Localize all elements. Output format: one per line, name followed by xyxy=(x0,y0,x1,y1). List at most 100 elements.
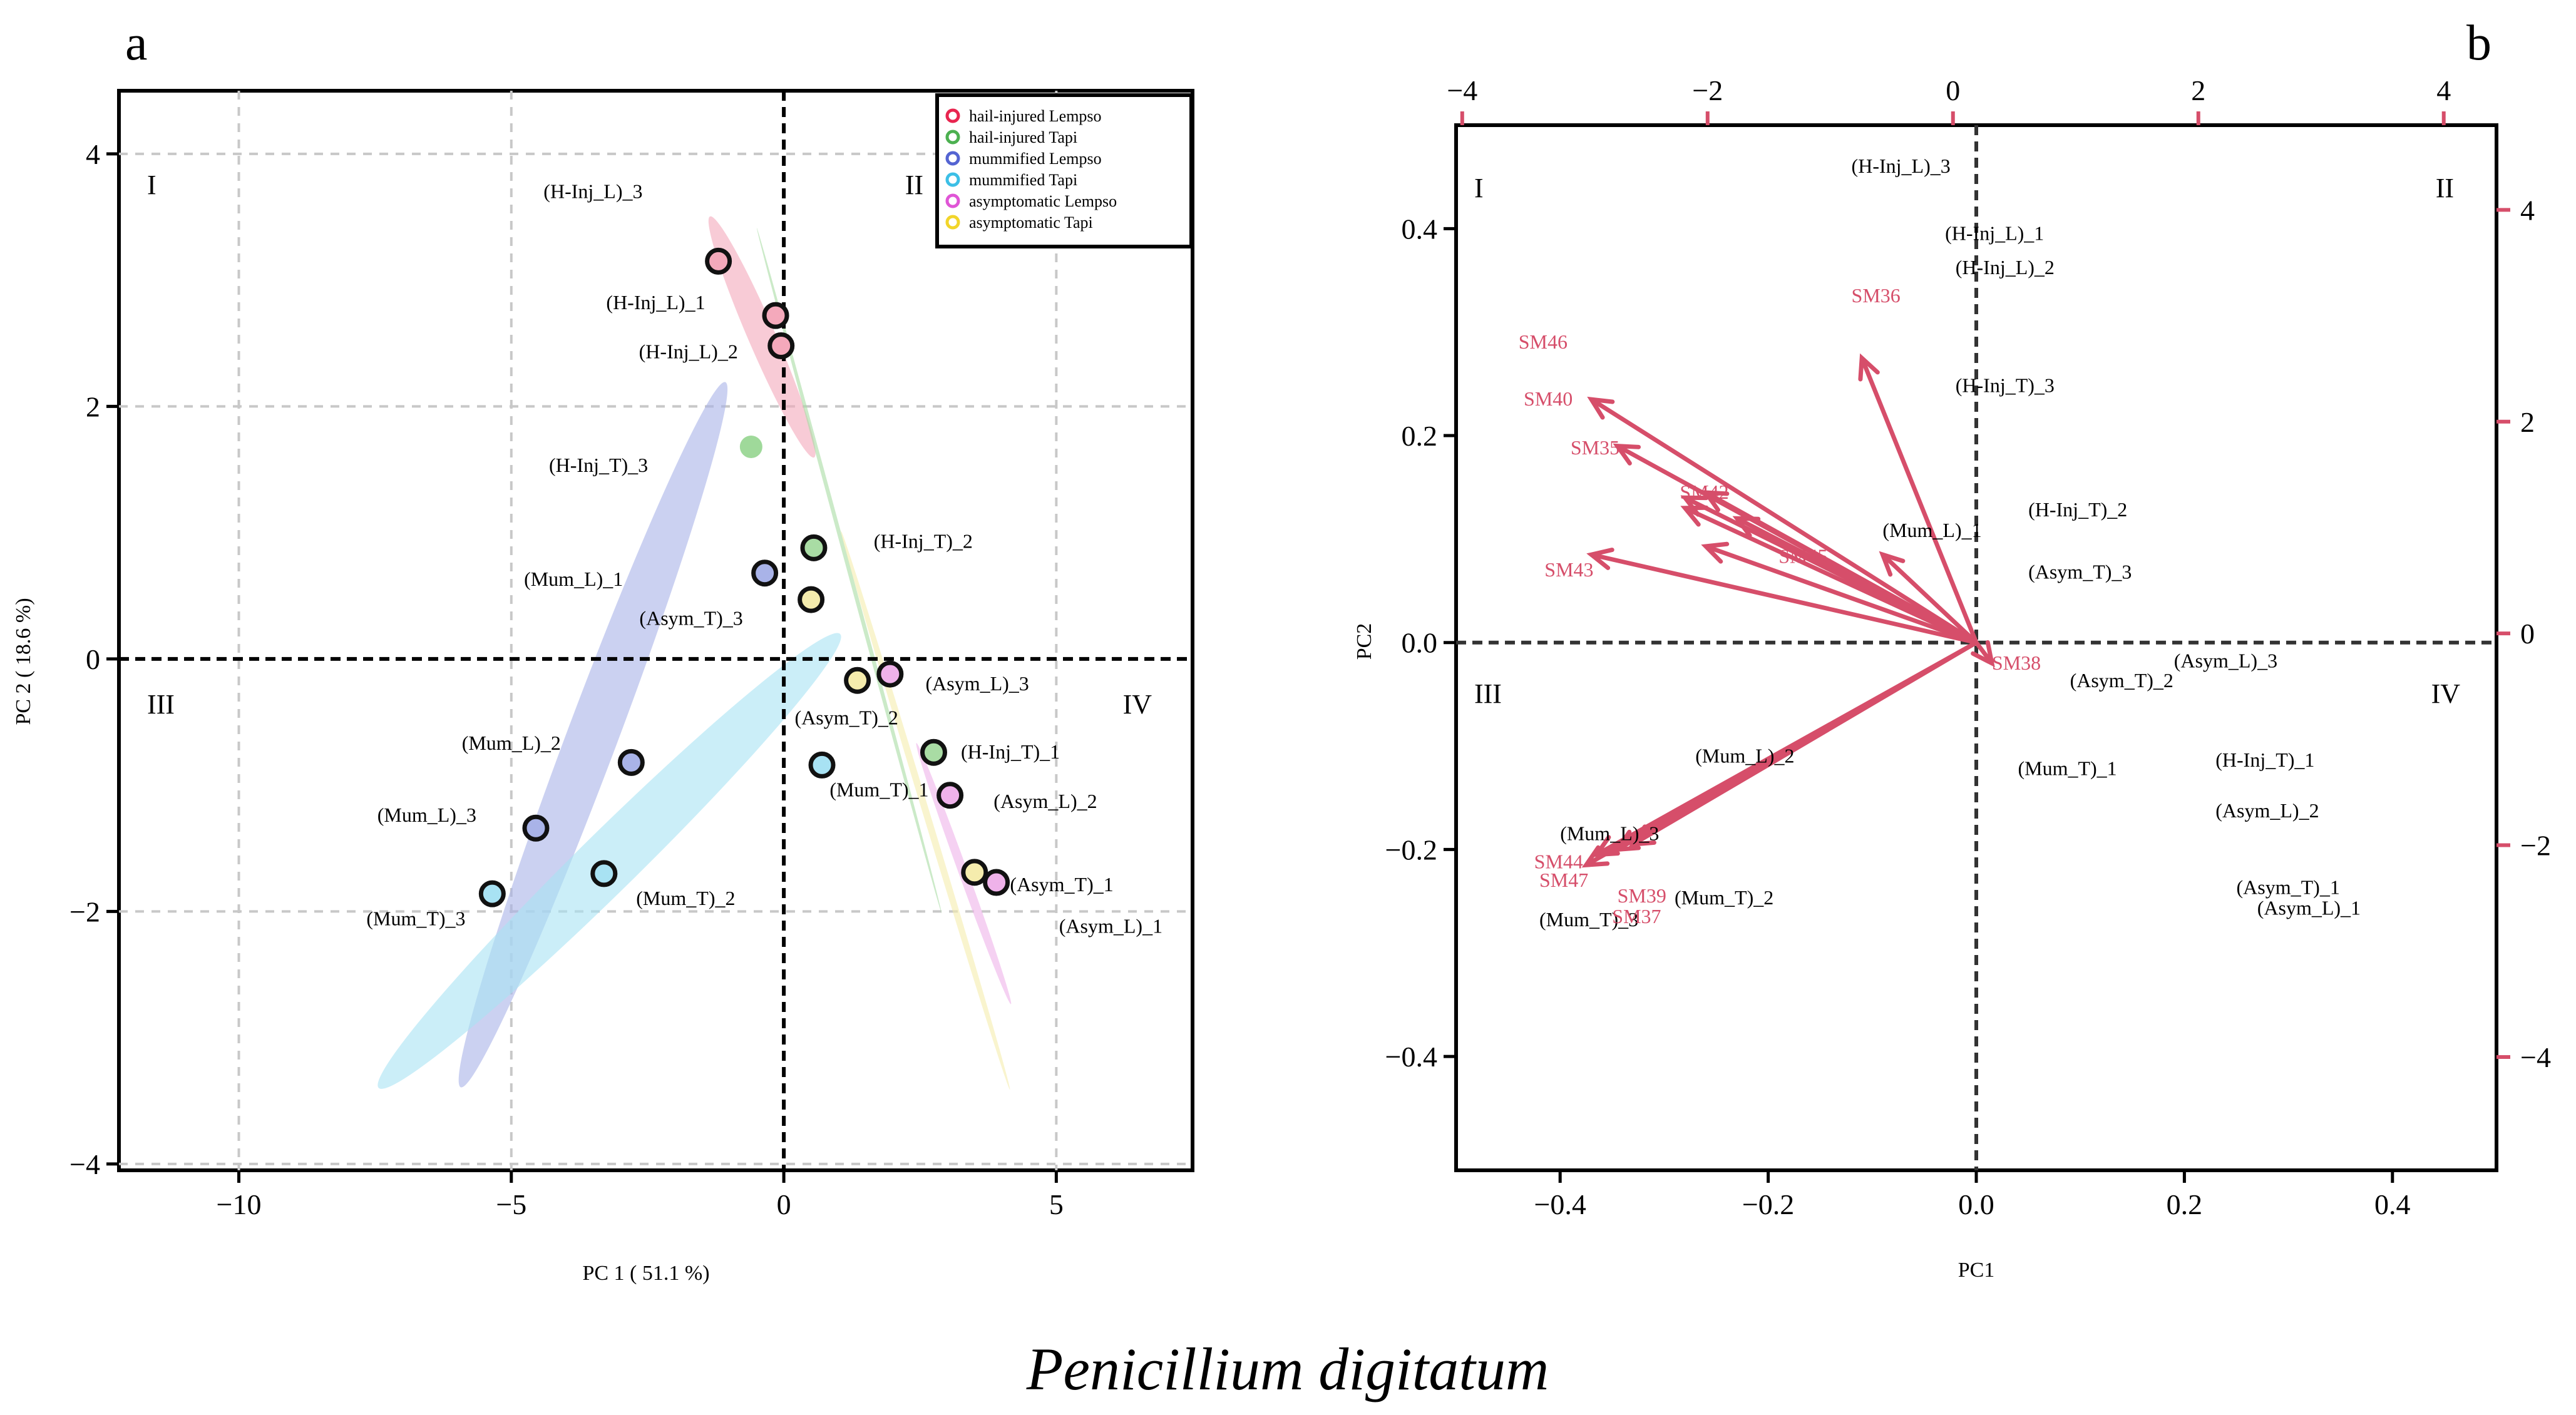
panel-a-zero-lines xyxy=(119,91,1193,1170)
point-h-inj-t-1 xyxy=(920,738,947,766)
legend-label-asymptomatic-tapi: asymptomatic Tapi xyxy=(969,213,1093,232)
point-label-asym-l-2: (Asym_L)_2 xyxy=(993,790,1097,812)
legend-label-mummified-lempso: mummified Lempso xyxy=(969,150,1102,168)
y-tick-label: 2 xyxy=(86,391,100,422)
sample-label-h-inj-l-3: (H-Inj_L)_3 xyxy=(1852,155,1951,177)
point-mum-t-1 xyxy=(808,751,836,779)
loading-label-sm46: SM46 xyxy=(1519,330,1568,353)
x-tick-label: 0.2 xyxy=(2167,1188,2203,1220)
x-tick-label: −10 xyxy=(217,1188,262,1220)
legend-label-mummified-tapi: mummified Tapi xyxy=(969,171,1077,189)
arrow-sm40-head xyxy=(1587,396,1615,420)
panel-b-zero-lines xyxy=(1456,125,2496,1170)
secondary-x-tick-label: −4 xyxy=(1447,74,1477,106)
panel-a-frame xyxy=(117,89,1194,1172)
secondary-y-tick-label: −2 xyxy=(2520,830,2551,862)
quadrant-label-i: I xyxy=(147,170,157,200)
panel-a-legend: hail-injured Lempso hail-injured Tapi mumm… xyxy=(935,93,1193,248)
ellipse-mummified-tapi xyxy=(377,633,841,1089)
sample-label-h-inj-l-2: (H-Inj_L)_2 xyxy=(1956,256,2055,278)
loading-label-sm36: SM36 xyxy=(1852,284,1901,307)
point-label-h-inj-t-1: (H-Inj_T)_1 xyxy=(961,740,1060,763)
y-tick-label: 0.0 xyxy=(1402,627,1438,659)
sample-label-asym-t-1: (Asym_T)_1 xyxy=(2237,876,2340,899)
point-h-inj-t-3 xyxy=(739,435,762,458)
sample-label-mum-l-1: (Mum_L)_1 xyxy=(1882,519,1981,541)
point-label-h-inj-l-3: (H-Inj_L)_3 xyxy=(543,180,642,202)
legend-label-hail-injured-tapi: hail-injured Tapi xyxy=(969,128,1077,146)
panel-a-pca-scores: (H-Inj_L)_3 (H-Inj_L)_1 (H-Inj_L)_2 (H-Inj_… xyxy=(12,89,1194,1285)
point-label-mum-l-1: (Mum_L)_1 xyxy=(524,568,623,590)
arrow-extra-4 xyxy=(1881,553,1978,645)
panel-b-loading-arrows xyxy=(1581,353,1995,868)
panel-label-a: a xyxy=(125,16,148,71)
legend-marker-asymptomatic-lempso xyxy=(945,193,960,208)
panel-b-sample-labels: (H-Inj_L)_3 (H-Inj_L)_1 (H-Inj_L)_2 (H-Inj_… xyxy=(1539,155,2361,931)
point-mum-t-3 xyxy=(478,880,506,907)
point-asym-l-1 xyxy=(983,869,1010,896)
point-label-mum-t-1: (Mum_T)_1 xyxy=(829,779,928,801)
x-tick-label: −0.4 xyxy=(1534,1188,1586,1220)
sample-label-mum-t-3: (Mum_T)_3 xyxy=(1539,908,1638,931)
arrow-sm44-head xyxy=(1581,845,1610,868)
legend-marker-mummified-lempso xyxy=(945,151,960,166)
y-tick-label: 0.2 xyxy=(1402,420,1438,452)
y-tick-label: 0 xyxy=(86,643,100,675)
secondary-x-tick-label: 2 xyxy=(2191,74,2205,106)
legend-box xyxy=(935,93,1193,248)
sample-label-asym-l-3: (Asym_L)_3 xyxy=(2174,649,2277,672)
panel-label-b: b xyxy=(2466,16,2491,71)
loading-label-sm35: SM35 xyxy=(1571,436,1619,459)
loading-label-sm44: SM44 xyxy=(1534,850,1583,872)
panel-a-points xyxy=(478,247,1010,907)
arrow-extra-0 xyxy=(1859,357,1979,644)
arrow-extra-0-head xyxy=(1858,353,1880,382)
point-h-inj-l-3 xyxy=(705,247,732,275)
arrow-sm42-head xyxy=(1701,490,1730,513)
sample-label-mum-l-3: (Mum_L)_3 xyxy=(1560,822,1659,845)
figure-title: Penicillium digitatum xyxy=(1026,1336,1549,1402)
point-label-asym-l-1: (Asym_L)_1 xyxy=(1059,915,1162,937)
sample-label-h-inj-t-1: (H-Inj_T)_1 xyxy=(2215,748,2314,771)
panel-a-x-axis-label: PC 1 ( 51.1 %) xyxy=(582,1262,709,1285)
arrow-sm43-head xyxy=(1586,548,1614,570)
panel-b-axes: −0.4 −0.2 0.0 0.2 0.4 −0.4 −0.2 0.0 0.2 0.4 −4 −2 0 2… xyxy=(1385,74,2551,1220)
point-label-h-inj-t-3: (H-Inj_T)_3 xyxy=(549,454,648,476)
y-tick-label: −0.4 xyxy=(1385,1041,1437,1073)
x-tick-label: 0.4 xyxy=(2374,1188,2411,1220)
arrow-sm39-head xyxy=(1613,829,1641,852)
arrow-extra-3 xyxy=(1684,506,1978,645)
arrow-extra-2-head xyxy=(1732,516,1761,538)
sample-label-asym-l-1: (Asym_L)_1 xyxy=(2257,897,2361,919)
point-h-inj-l-1 xyxy=(762,302,789,329)
legend-marker-mummified-tapi xyxy=(945,172,960,187)
loading-label-sm47: SM47 xyxy=(1539,869,1588,891)
x-tick-label: −0.2 xyxy=(1742,1188,1794,1220)
legend-marker-hail-injured-tapi xyxy=(945,130,960,145)
arrow-sm45 xyxy=(1705,544,1978,645)
arrow-sm45-head xyxy=(1701,541,1730,564)
point-label-h-inj-t-2: (H-Inj_T)_2 xyxy=(874,529,973,552)
arrow-sm43 xyxy=(1591,552,1977,645)
y-tick-label: −4 xyxy=(69,1148,100,1180)
sample-label-asym-t-2: (Asym_T)_2 xyxy=(2070,669,2173,692)
quadrant-label-iv: IV xyxy=(1123,689,1152,720)
quadrant-label-iii: III xyxy=(147,689,175,720)
sample-label-mum-t-1: (Mum_T)_1 xyxy=(2018,757,2117,779)
loading-label-sm45: SM45 xyxy=(1778,544,1827,567)
ellipse-hail-injured-lempso xyxy=(708,216,816,458)
point-asym-t-1 xyxy=(961,859,988,886)
y-tick-label: −2 xyxy=(69,896,100,927)
sample-label-mum-l-2: (Mum_L)_2 xyxy=(1695,745,1794,767)
loading-label-sm43: SM43 xyxy=(1544,558,1593,581)
legend-label-hail-injured-lempso: hail-injured Lempso xyxy=(969,107,1102,125)
quadrant-label-ii: II xyxy=(905,170,923,200)
point-label-asym-t-3: (Asym_T)_3 xyxy=(639,606,742,629)
arrow-sm38-head xyxy=(1971,640,1995,668)
ellipse-asymptomatic-tapi xyxy=(841,531,1010,1090)
point-label-mum-t-3: (Mum_T)_3 xyxy=(366,907,465,930)
sample-label-h-inj-t-3: (H-Inj_T)_3 xyxy=(1956,374,2055,397)
panel-a-point-labels: (H-Inj_L)_3 (H-Inj_L)_1 (H-Inj_L)_2 (H-Inj_… xyxy=(366,180,1162,937)
point-asym-t-3 xyxy=(798,586,825,613)
